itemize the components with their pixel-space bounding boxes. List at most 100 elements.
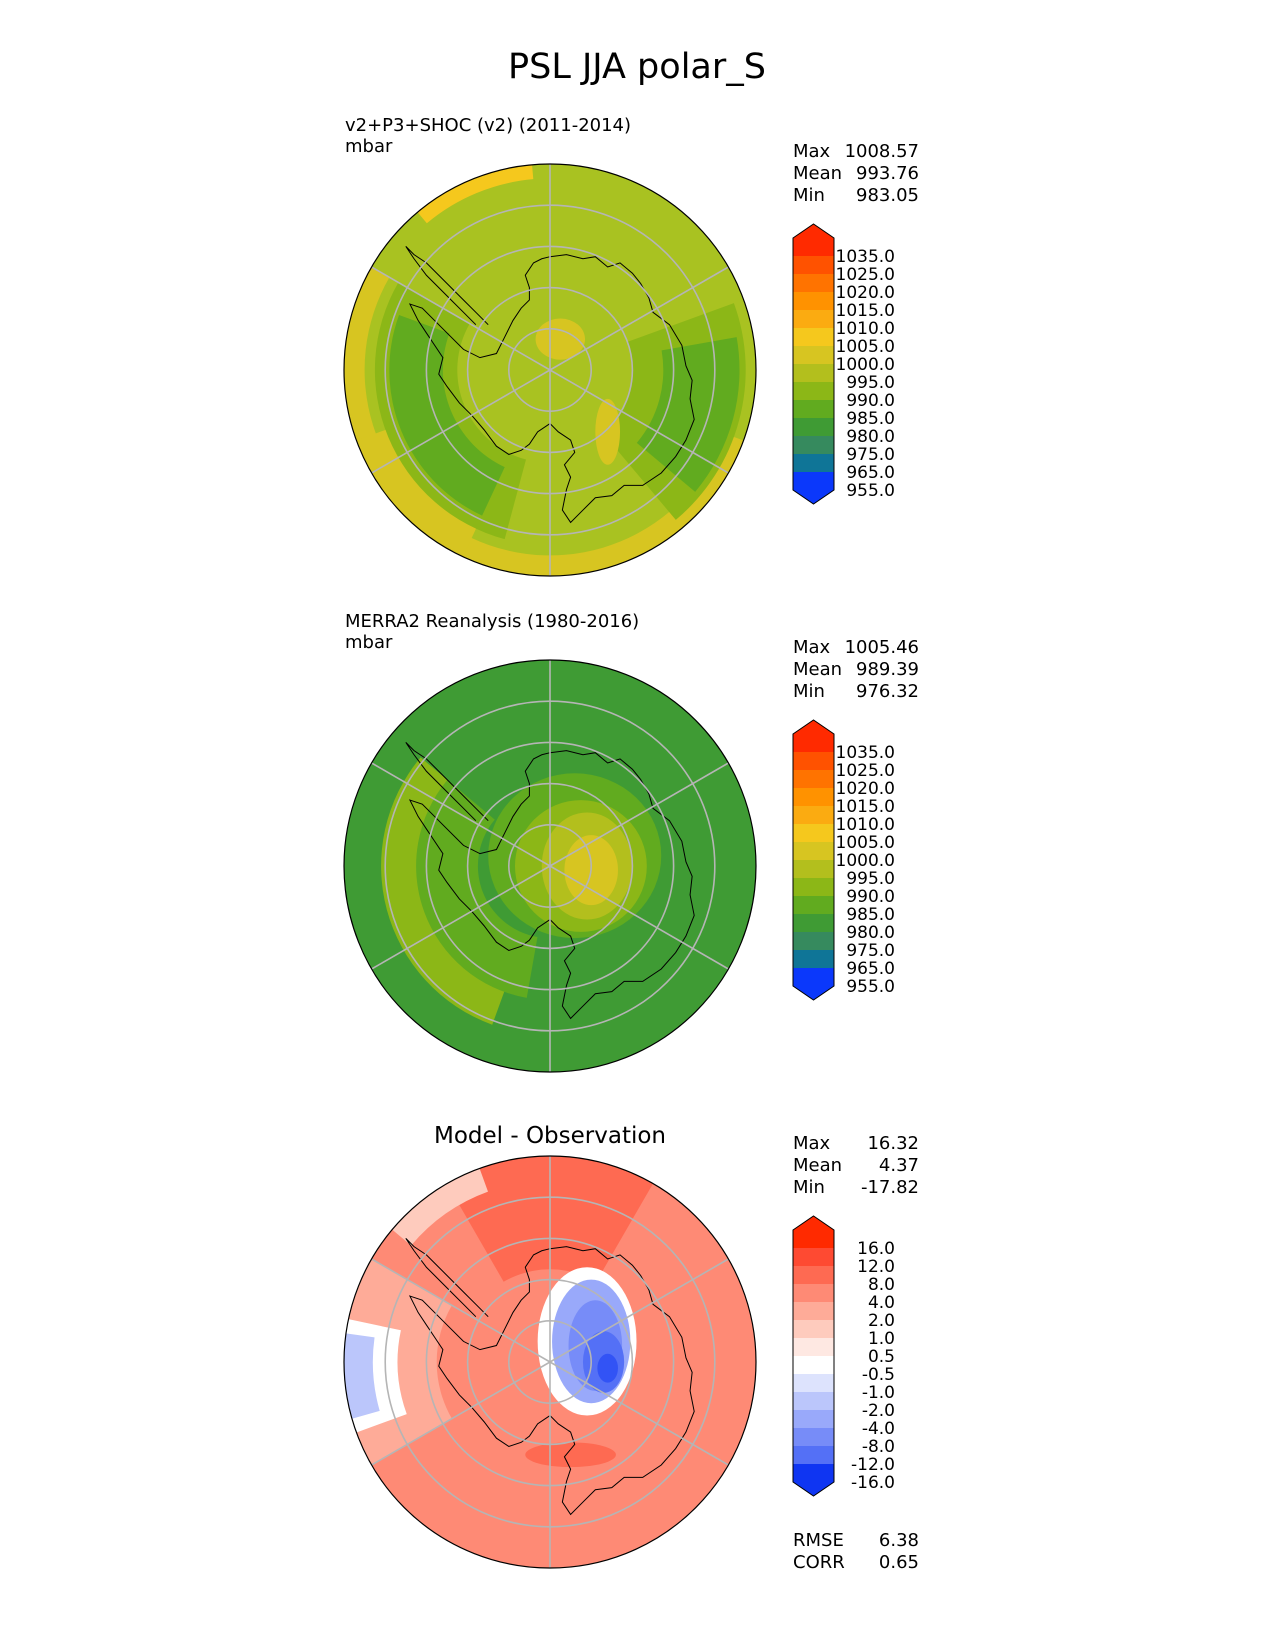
colorbar-segment (793, 914, 834, 933)
longitude-gridline (371, 762, 551, 867)
colorbar-tick-label: 1015.0 (836, 797, 895, 817)
stat-label: Min (793, 681, 825, 702)
metric-value: 6.38 (879, 1530, 919, 1551)
colorbar-tick-label: 975.0 (846, 941, 895, 961)
colorbar-tick-label: 990.0 (846, 887, 895, 907)
colorbar-tick-label: 965.0 (846, 463, 895, 483)
stat-value: 1008.57 (845, 141, 919, 162)
stats-block: Max 16.32 Mean 4.37 Min -17.82 (793, 1133, 919, 1198)
coastline (408, 1246, 695, 1516)
map-overlay (343, 163, 757, 577)
colorbar-segment (793, 896, 834, 915)
colorbar-segment (793, 950, 834, 969)
contour-blob (525, 1442, 616, 1468)
stat-label: Mean (793, 659, 842, 680)
contour-blob (595, 398, 621, 465)
colorbar-segment (793, 1284, 834, 1303)
longitude-gridline (549, 1361, 729, 1466)
colorbar-tick-label: 1000.0 (836, 851, 895, 871)
colorbar-outline (792, 223, 835, 505)
colorbar-segment (793, 274, 834, 293)
stat-label: Max (793, 141, 831, 162)
colorbar-segment (793, 842, 834, 861)
colorbar-segment (793, 1302, 834, 1321)
colorbar-segment (793, 400, 834, 419)
map-boundary (343, 1155, 757, 1569)
figure-title: PSL JJA polar_S (508, 47, 766, 87)
colorbar-tick-label: 16.0 (857, 1239, 895, 1259)
colorbar-tick-label: 1005.0 (836, 337, 895, 357)
colorbar-segment (793, 788, 834, 807)
colorbar-outline (792, 719, 835, 1001)
colorbar-tick-label: -8.0 (862, 1437, 895, 1457)
longitude-gridline (549, 762, 729, 867)
colorbar-tick-label: 1010.0 (836, 815, 895, 835)
colorbar-tick-label: 995.0 (846, 373, 895, 393)
colorbar-tick-label: 1020.0 (836, 779, 895, 799)
metric-value: 0.65 (879, 1552, 919, 1573)
colorbar-tick-label: 1005.0 (836, 833, 895, 853)
contour-band (636, 337, 740, 492)
panel-observation: MERRA2 Reanalysis (1980-2016) mbar Max 10… (343, 611, 919, 1073)
map-overlay (343, 659, 757, 1073)
metric-label: RMSE (793, 1530, 844, 1551)
longitude-gridline (549, 865, 729, 970)
coastline (408, 750, 695, 1020)
longitude-gridline (371, 865, 551, 970)
stat-label: Min (793, 1177, 825, 1198)
colorbar-segment (793, 436, 834, 455)
contour-band (392, 1168, 488, 1246)
colorbar-tick-label: 990.0 (846, 391, 895, 411)
colorbar-segment (793, 382, 834, 401)
colorbar-tick-label: 12.0 (857, 1257, 895, 1277)
colorbar: 16.012.08.04.02.01.00.5-0.5-1.0-2.0-4.0-… (792, 1215, 895, 1497)
colorbar-extend-max (793, 1216, 834, 1248)
contour-band (416, 779, 538, 998)
colorbar-segment (793, 328, 834, 347)
colorbar-tick-label: 1035.0 (836, 743, 895, 763)
colorbar-tick-label: 1035.0 (836, 247, 895, 267)
colorbar-extend-min (793, 968, 834, 1000)
stat-label: Max (793, 1133, 831, 1154)
colorbar-tick-label: 1.0 (868, 1329, 895, 1349)
map-boundary (343, 163, 757, 577)
colorbar-tick-label: 0.5 (868, 1347, 895, 1367)
stat-value: 16.32 (867, 1133, 919, 1154)
colorbar-tick-label: 955.0 (846, 977, 895, 997)
colorbar-segment (793, 1446, 834, 1465)
contour-band (417, 164, 534, 224)
longitude-gridline (371, 266, 551, 371)
colorbar-segment (793, 1320, 834, 1339)
colorbar-segment (793, 1374, 834, 1393)
colorbar-tick-label: 985.0 (846, 905, 895, 925)
colorbar-segment (793, 824, 834, 843)
colorbar-tick-label: -0.5 (862, 1365, 895, 1385)
colorbar-segment (793, 292, 834, 311)
panel-title: MERRA2 Reanalysis (1980-2016) (345, 611, 639, 632)
colorbar-extend-min (793, 1464, 834, 1496)
colorbar-segment (793, 1356, 834, 1375)
contour-blob (597, 1353, 618, 1383)
colorbar-segment (793, 1410, 834, 1429)
colorbar-segment (793, 1392, 834, 1411)
colorbar-extend-min (793, 472, 834, 504)
panel-units: mbar (345, 136, 393, 157)
map-boundary (343, 659, 757, 1073)
colorbar-segment (793, 346, 834, 365)
colorbar-segment (793, 364, 834, 383)
panel-title: v2+P3+SHOC (v2) (2011-2014) (345, 115, 631, 136)
colorbar-tick-label: -2.0 (862, 1401, 895, 1421)
panel-difference: Model - Observation Max 16.32 Mean 4.37 Min -… (343, 1123, 919, 1573)
colorbar-tick-label: 980.0 (846, 427, 895, 447)
colorbar-segment (793, 860, 834, 879)
colorbar-tick-label: 8.0 (868, 1275, 895, 1295)
colorbar-extend-max (793, 720, 834, 752)
colorbar-segment (793, 806, 834, 825)
colorbar-tick-label: 1025.0 (836, 265, 895, 285)
colorbar-tick-label: -16.0 (851, 1473, 895, 1493)
colorbar-segment (793, 770, 834, 789)
stat-label: Min (793, 185, 825, 206)
colorbar-tick-label: 955.0 (846, 481, 895, 501)
